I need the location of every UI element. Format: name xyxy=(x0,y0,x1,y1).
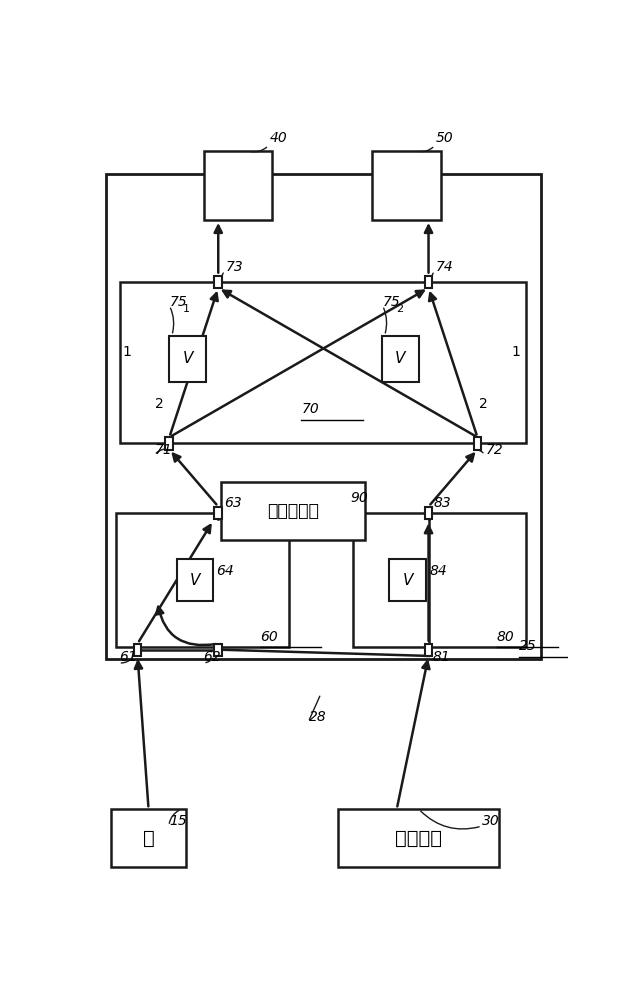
Bar xyxy=(215,644,222,656)
Text: 样品腔体: 样品腔体 xyxy=(395,829,442,848)
Text: 2: 2 xyxy=(155,397,163,411)
Text: V: V xyxy=(182,351,193,366)
Text: 15: 15 xyxy=(169,814,187,828)
Bar xyxy=(425,276,432,288)
Text: 70: 70 xyxy=(302,402,319,416)
Bar xyxy=(115,513,289,647)
Text: 83: 83 xyxy=(433,496,451,510)
Text: V: V xyxy=(190,573,200,588)
Text: 81: 81 xyxy=(432,650,450,664)
Text: 75: 75 xyxy=(383,295,401,309)
Text: 源: 源 xyxy=(143,829,155,848)
Text: 90: 90 xyxy=(350,491,368,505)
Text: 1: 1 xyxy=(512,345,521,359)
Text: 62: 62 xyxy=(204,650,221,664)
Bar xyxy=(372,151,440,220)
Text: 61: 61 xyxy=(119,650,137,664)
Bar xyxy=(382,336,419,382)
Bar xyxy=(134,644,141,656)
Bar xyxy=(221,482,365,540)
Bar xyxy=(121,282,526,443)
Text: 2: 2 xyxy=(479,397,488,411)
Text: 72: 72 xyxy=(486,443,504,457)
Text: 73: 73 xyxy=(226,260,244,274)
Text: 74: 74 xyxy=(436,260,454,274)
Text: 50: 50 xyxy=(436,131,454,145)
Bar xyxy=(110,809,187,867)
Text: 1: 1 xyxy=(183,304,190,314)
Text: 80: 80 xyxy=(497,630,515,644)
Bar xyxy=(204,151,272,220)
Text: 2: 2 xyxy=(396,304,403,314)
Bar xyxy=(215,276,222,288)
Text: 25: 25 xyxy=(519,639,537,653)
Text: 30: 30 xyxy=(482,814,500,828)
Text: V: V xyxy=(403,573,413,588)
Bar xyxy=(106,174,541,659)
Bar xyxy=(389,559,426,601)
Bar xyxy=(338,809,500,867)
Text: 控制客户端: 控制客户端 xyxy=(267,502,319,520)
Text: 84: 84 xyxy=(430,564,448,578)
Text: 71: 71 xyxy=(155,443,172,457)
Bar xyxy=(169,336,206,382)
Bar xyxy=(425,507,432,519)
Text: 64: 64 xyxy=(216,564,233,578)
Bar xyxy=(425,644,432,656)
Bar xyxy=(353,513,526,647)
Text: 28: 28 xyxy=(309,710,326,724)
Text: 63: 63 xyxy=(223,496,242,510)
Text: V: V xyxy=(395,351,406,366)
Text: 75: 75 xyxy=(170,295,187,309)
Text: 60: 60 xyxy=(260,630,278,644)
Bar xyxy=(177,559,213,601)
Bar xyxy=(215,507,222,519)
Bar xyxy=(165,437,174,450)
Bar xyxy=(473,437,481,450)
Text: 40: 40 xyxy=(269,131,287,145)
Text: 1: 1 xyxy=(123,345,132,359)
